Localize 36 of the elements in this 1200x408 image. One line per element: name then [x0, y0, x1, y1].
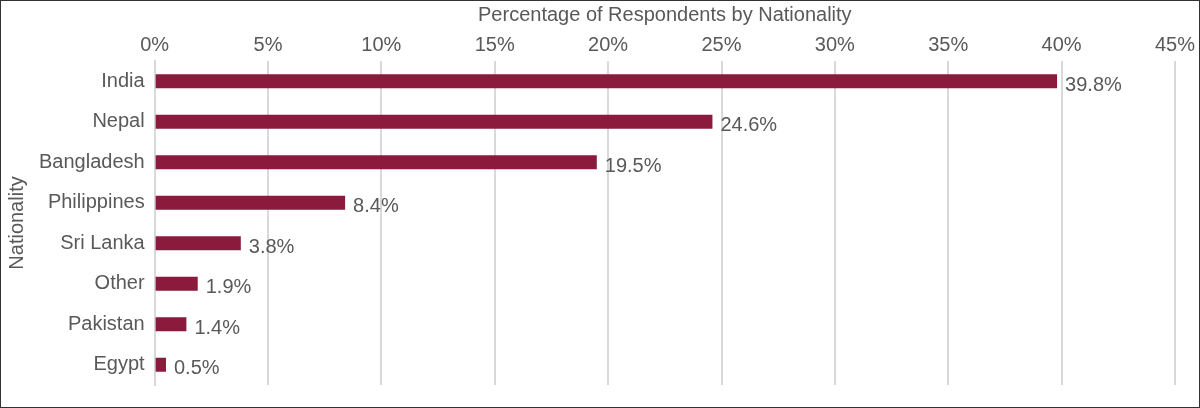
y-tick-label: Other — [94, 271, 145, 294]
x-tick-label: 30% — [814, 32, 856, 55]
x-axis-title: Percentage of Respondents by Nationality — [478, 2, 852, 25]
y-tick-label: Pakistan — [67, 311, 145, 334]
data-label: 3.8% — [248, 234, 295, 257]
y-tick-label: Egypt — [93, 352, 146, 375]
x-tick-label: 35% — [928, 32, 969, 55]
data-label: 1.9% — [205, 275, 252, 298]
data-label: 0.5% — [173, 356, 220, 379]
bar — [155, 236, 241, 251]
y-tick-label: India — [101, 68, 146, 91]
x-tick-label: 10% — [361, 32, 402, 55]
y-tick-label: Nepal — [92, 109, 145, 132]
data-label: 8.4% — [353, 194, 399, 217]
y-tick-label: Sri Lanka — [60, 230, 146, 253]
data-label: 19.5% — [604, 153, 662, 176]
bar — [155, 114, 713, 129]
data-label: 24.6% — [720, 113, 778, 136]
bar — [155, 195, 346, 210]
bar — [155, 155, 597, 170]
y-tick-label: Philippines — [47, 190, 145, 213]
x-tick-label: 0% — [140, 32, 170, 55]
x-tick-label: 45% — [1154, 32, 1196, 55]
x-tick-label: 20% — [588, 32, 629, 55]
data-label: 39.8% — [1065, 72, 1123, 95]
x-tick-label: 15% — [474, 32, 515, 55]
data-label: 1.4% — [194, 315, 241, 338]
x-tick-label: 25% — [701, 32, 742, 55]
x-tick-label: 40% — [1041, 32, 1082, 55]
bar — [155, 276, 198, 291]
y-tick-label: Bangladesh — [38, 149, 145, 172]
y-axis-title: Nationality — [4, 176, 27, 270]
bar — [155, 74, 1058, 89]
bar — [155, 357, 166, 372]
x-tick-label: 5% — [253, 32, 283, 55]
bar — [155, 317, 187, 332]
